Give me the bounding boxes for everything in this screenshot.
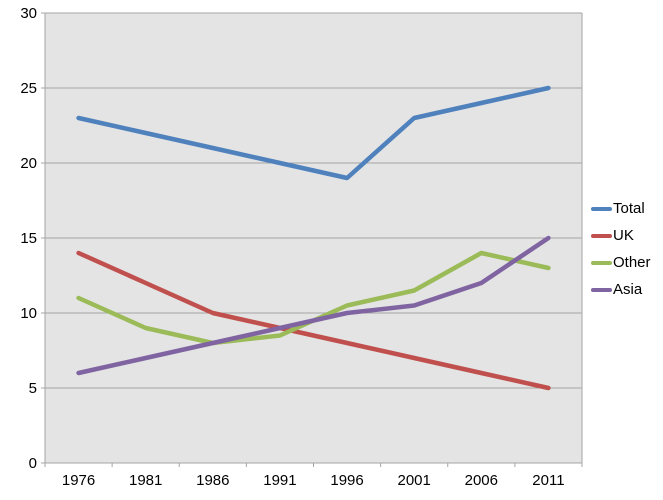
y-tick-label: 15 xyxy=(20,230,37,247)
legend-item-other: Other xyxy=(591,254,651,272)
legend-swatch-uk-icon xyxy=(591,234,612,238)
x-tick-label: 1991 xyxy=(263,472,296,489)
series-line-uk xyxy=(76,250,551,391)
legend-item-total: Total xyxy=(591,200,651,218)
legend-item-asia: Asia xyxy=(591,281,651,299)
series-line-total xyxy=(76,85,551,181)
series-line-asia xyxy=(76,235,551,376)
legend-swatch-total-icon xyxy=(591,207,612,211)
chart-legend: Total UK Other Asia xyxy=(591,200,651,299)
y-tick-label: 25 xyxy=(20,80,37,97)
y-tick-label: 10 xyxy=(20,305,37,322)
legend-label: Total xyxy=(613,200,645,217)
y-tick-label: 20 xyxy=(20,155,37,172)
x-tick-label: 2011 xyxy=(532,472,564,489)
legend-item-uk: UK xyxy=(591,227,651,245)
legend-label: UK xyxy=(613,227,634,244)
x-tick-label: 1981 xyxy=(129,472,162,489)
x-tick-label: 1996 xyxy=(330,472,363,489)
y-tick-label: 5 xyxy=(29,380,37,397)
legend-swatch-other-icon xyxy=(591,261,612,265)
y-tick-label: 0 xyxy=(29,455,37,472)
x-tick-label: 2006 xyxy=(465,472,498,489)
legend-label: Other xyxy=(613,254,651,271)
x-tick-label: 1986 xyxy=(196,472,229,489)
x-tick-label: 2001 xyxy=(398,472,431,489)
legend-label: Asia xyxy=(613,281,643,298)
y-tick-label: 30 xyxy=(20,5,37,22)
x-tick-label: 1976 xyxy=(62,472,95,489)
legend-swatch-asia-icon xyxy=(591,288,612,292)
